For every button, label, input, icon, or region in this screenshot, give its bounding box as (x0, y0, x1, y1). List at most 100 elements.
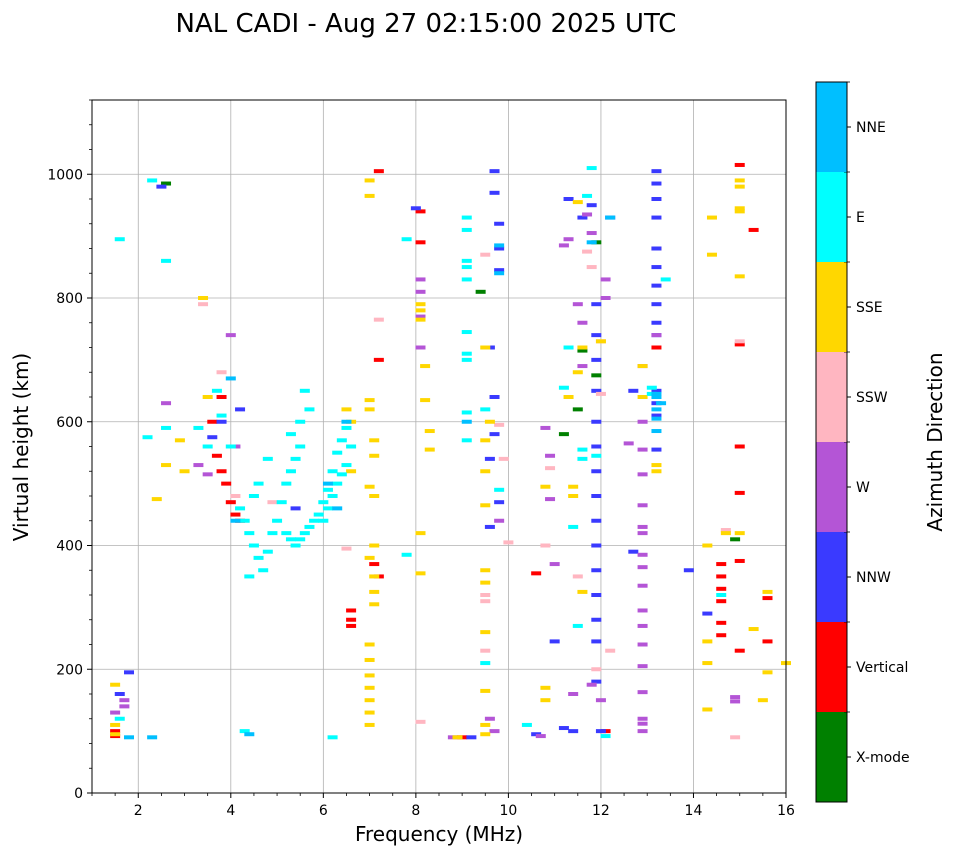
data-point (591, 543, 602, 548)
colorbar-label: Azimuth Direction (923, 352, 947, 531)
data-point (336, 472, 347, 477)
data-point (762, 589, 773, 594)
x-tick-label: 16 (777, 803, 795, 819)
data-point (734, 531, 745, 536)
data-point (480, 407, 491, 412)
x-tick-label: 6 (319, 803, 328, 819)
data-point (549, 562, 560, 567)
data-point (202, 472, 213, 477)
data-point (452, 735, 463, 740)
data-point (346, 608, 357, 613)
colorbar-swatch (816, 532, 847, 622)
data-point (651, 302, 662, 307)
data-point (285, 469, 296, 474)
data-point (762, 596, 773, 601)
data-point (221, 481, 232, 486)
data-point (299, 531, 310, 536)
data-point (193, 463, 204, 468)
data-point (572, 407, 583, 412)
data-point (290, 543, 301, 548)
data-point (415, 571, 426, 576)
data-point (734, 648, 745, 653)
data-point (702, 661, 713, 666)
data-point (415, 531, 426, 536)
colorbar: X-mode Vertical NNW W SSW SSE E NNE (815, 81, 910, 803)
data-point (762, 670, 773, 675)
data-point (651, 416, 662, 421)
colorbar-tick-label: Vertical (856, 660, 908, 676)
data-point (322, 506, 333, 511)
x-tick-label: 8 (411, 803, 420, 819)
data-point (461, 215, 472, 220)
data-point (558, 432, 569, 437)
data-point (494, 268, 505, 273)
data-point (586, 240, 597, 245)
data-point (734, 178, 745, 183)
data-point (341, 463, 352, 468)
data-point (346, 617, 357, 622)
data-point (582, 212, 593, 217)
data-point (124, 735, 135, 740)
data-point (179, 469, 190, 474)
colorbar-tick-label: E (856, 210, 865, 226)
data-point (651, 197, 662, 201)
data-point (119, 704, 130, 709)
data-point (503, 540, 514, 545)
data-point (535, 734, 546, 739)
data-point (304, 524, 315, 529)
data-point (415, 302, 426, 307)
data-point (489, 432, 500, 437)
data-point (415, 277, 426, 282)
x-tick-label: 10 (499, 803, 517, 819)
data-point (410, 206, 421, 211)
data-point (364, 484, 375, 489)
data-point (332, 481, 343, 486)
data-point (480, 648, 491, 653)
data-point (216, 469, 227, 474)
data-point (369, 589, 380, 594)
data-point (586, 166, 597, 171)
data-point (225, 376, 236, 381)
data-point (161, 258, 172, 263)
data-point (591, 453, 602, 458)
data-point (489, 190, 500, 195)
data-point (211, 388, 222, 393)
data-point (318, 518, 329, 523)
colorbar-swatch (816, 622, 847, 712)
data-point (235, 506, 246, 511)
data-point (415, 240, 426, 245)
data-point (461, 227, 472, 232)
colorbar-tick-label: SSE (856, 300, 883, 316)
data-point (734, 490, 745, 495)
data-point (285, 537, 296, 542)
data-point (424, 429, 435, 434)
data-point (531, 571, 542, 576)
data-point (369, 574, 380, 579)
data-point (415, 314, 426, 319)
data-point (637, 690, 648, 695)
data-point (605, 648, 616, 653)
data-point (716, 574, 727, 579)
data-point (156, 184, 167, 189)
data-point (475, 289, 486, 294)
data-point (480, 345, 491, 350)
data-point (591, 357, 602, 362)
data-point (637, 642, 648, 647)
data-point (591, 469, 602, 474)
data-point (577, 364, 588, 369)
data-point (651, 320, 662, 325)
data-point (637, 395, 648, 399)
data-point (489, 729, 500, 734)
data-point (244, 531, 255, 536)
data-point (110, 722, 121, 727)
data-point (637, 721, 648, 726)
data-point (295, 444, 306, 449)
data-point (637, 729, 648, 734)
data-point (568, 484, 579, 489)
colorbar-swatch (816, 262, 847, 352)
data-point (373, 169, 384, 174)
data-point (660, 277, 671, 282)
data-point (364, 193, 375, 198)
data-point (637, 531, 648, 536)
data-point (110, 682, 121, 687)
